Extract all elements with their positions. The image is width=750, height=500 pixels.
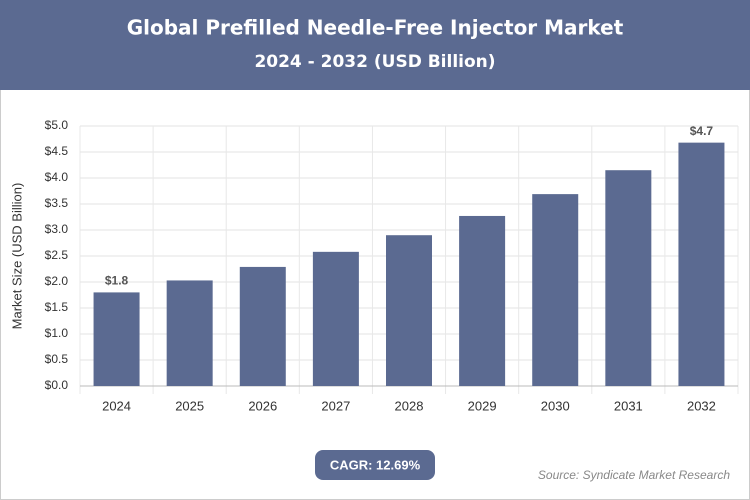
y-tick-label: $3.0 (45, 222, 69, 236)
bar (459, 215, 506, 386)
y-axis-label: Market Size (USD Billion) (9, 183, 24, 330)
y-tick-label: $2.5 (45, 248, 69, 262)
y-tick-label: $0.5 (45, 352, 69, 366)
cagr-text: CAGR: 12.69% (330, 457, 421, 472)
value-label: $1.8 (105, 274, 129, 288)
y-tick-label: $4.5 (45, 144, 69, 158)
source-note: Source: Syndicate Market Research (538, 468, 730, 482)
header-band (0, 0, 750, 90)
bar (239, 266, 286, 386)
bar (605, 170, 652, 386)
x-tick-label: 2025 (175, 398, 204, 413)
x-tick-label: 2028 (395, 398, 424, 413)
cagr-badge (315, 450, 435, 480)
x-tick-label: 2030 (541, 398, 570, 413)
bar (386, 235, 432, 386)
bar (93, 292, 140, 386)
x-tick-label: 2026 (248, 398, 277, 413)
chart-subtitle: 2024 - 2032 (USD Billion) (254, 52, 495, 72)
bar (532, 194, 579, 386)
x-tick-label: 2032 (687, 398, 716, 413)
x-tick-label: 2029 (468, 398, 497, 413)
bar (678, 142, 725, 386)
y-tick-label: $3.5 (45, 196, 69, 210)
bar (166, 280, 213, 386)
y-tick-label: $1.0 (45, 326, 69, 340)
value-label: $4.7 (690, 124, 714, 138)
x-tick-label: 2024 (102, 398, 131, 413)
x-tick-label: 2027 (321, 398, 350, 413)
y-tick-label: $4.0 (45, 170, 69, 184)
y-tick-label: $5.0 (45, 118, 69, 132)
x-tick-label: 2031 (614, 398, 643, 413)
chart-title: Global Prefilled Needle-Free Injector Ma… (127, 16, 624, 40)
y-tick-label: $2.0 (45, 274, 69, 288)
y-tick-label: $1.5 (45, 300, 69, 314)
bar (312, 251, 359, 386)
y-tick-label: $0.0 (45, 378, 69, 392)
